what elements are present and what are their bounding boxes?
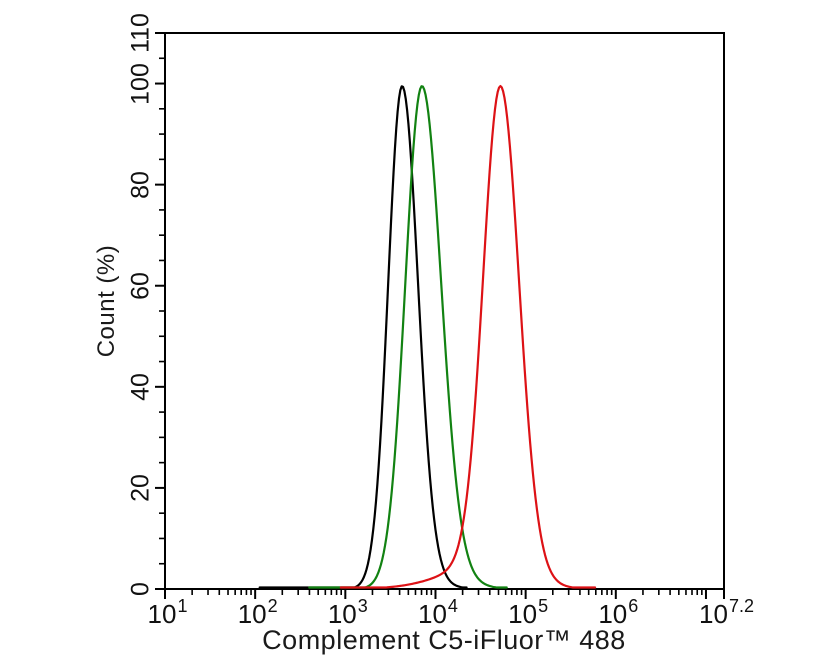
y-tick-label-20: 20 (126, 474, 155, 502)
x-tick-label-10e4: 104 (418, 596, 458, 629)
y-tick-label-40: 40 (126, 372, 155, 401)
x-tick-label-10e1: 101 (147, 596, 188, 629)
x-axis-title: Complement C5-iFluor™ 488 (262, 625, 626, 655)
x-tick-label-10e2: 102 (237, 596, 278, 629)
plot-frame (164, 32, 725, 590)
y-tick-label-0: 0 (126, 582, 155, 596)
x-tick-label-10e3: 103 (327, 596, 368, 629)
y-tick-label-60: 60 (126, 271, 155, 300)
y-tick-label-100: 100 (126, 62, 155, 105)
y-tick-label-110: 110 (126, 13, 155, 53)
x-tick-label-10e5: 105 (508, 596, 549, 629)
x-tick-label-10e6: 106 (598, 596, 639, 629)
x-tick-label-10e7.2: 107.2 (699, 596, 754, 629)
y-axis-title: Count (%) (93, 244, 120, 358)
green-curve (308, 85, 508, 589)
red-curve (339, 84, 597, 589)
y-tick-label-80: 80 (126, 170, 155, 199)
black-curve (258, 85, 468, 589)
